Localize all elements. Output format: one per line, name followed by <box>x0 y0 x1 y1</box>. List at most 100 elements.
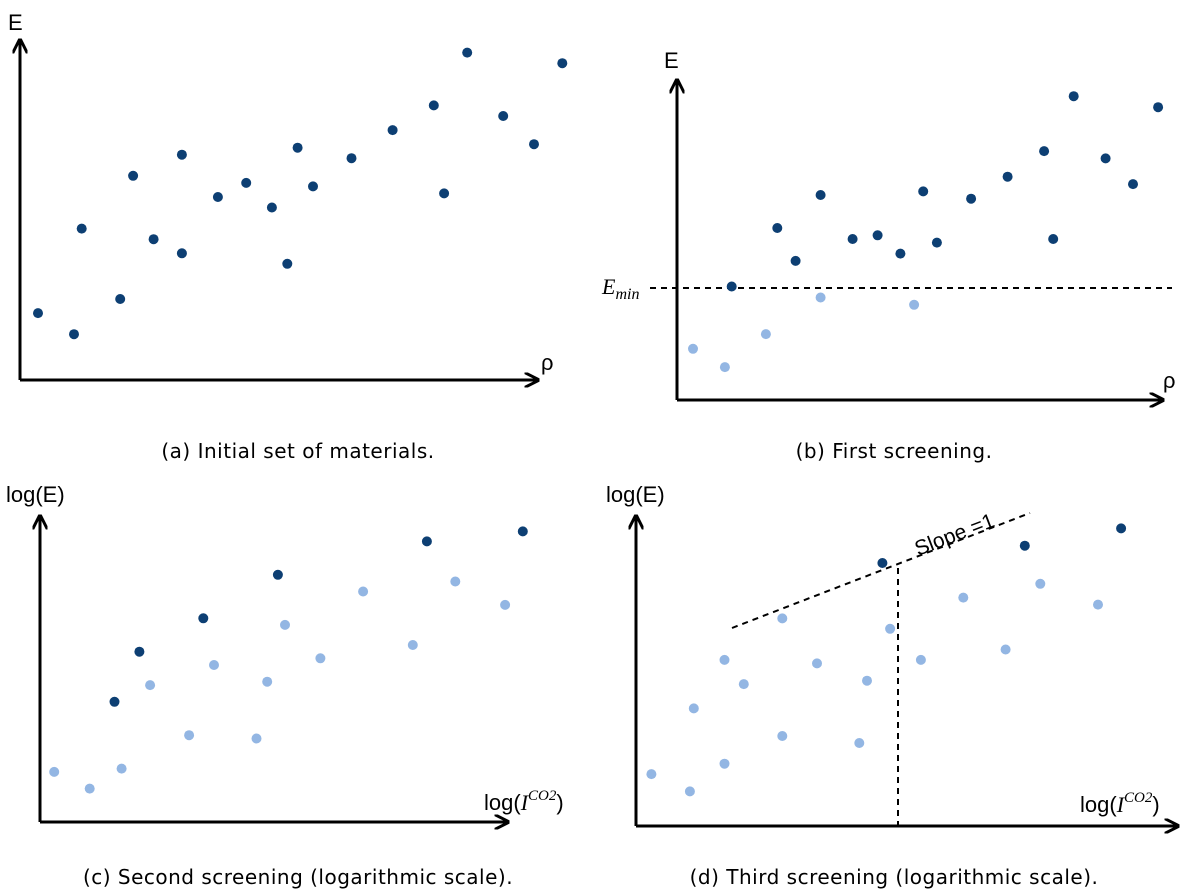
panel-a: E ρ (a) Initial set of materials. <box>8 10 568 463</box>
panel-b-point-10 <box>872 230 883 241</box>
panel-b-point-11 <box>918 186 929 197</box>
panel-b-point-14 <box>895 248 906 259</box>
panel-b-point-18 <box>1048 234 1059 244</box>
panel-b-point-8 <box>815 292 826 303</box>
panel-a-point-9 <box>212 192 223 202</box>
panel-d-point-18 <box>1035 578 1046 589</box>
panel-c-point-15 <box>358 586 369 597</box>
panel-d-point-14 <box>915 654 926 665</box>
panel-d-y-label: log(E) <box>606 482 665 507</box>
panel-c-point-4 <box>116 763 127 774</box>
panel-d-point-1 <box>646 769 657 780</box>
panel-a-point-11 <box>292 142 303 153</box>
panel-b-points <box>688 91 1164 373</box>
panel-d-slope-annotation: Slope =1 <box>912 509 998 560</box>
panel-a-point-5 <box>128 170 139 181</box>
panel-d-point-19 <box>1093 599 1103 610</box>
panel-c: log(E) log(ICO2) (c) Second screening (l… <box>6 482 564 889</box>
panel-b-point-9 <box>847 234 858 244</box>
panel-a-points <box>33 47 568 340</box>
panel-a-point-3 <box>115 294 126 304</box>
panel-d-slope-line <box>731 512 1031 629</box>
panel-a-point-12 <box>308 181 318 192</box>
panel-b-point-13 <box>966 193 977 204</box>
panel-d-point-13 <box>885 623 896 634</box>
panel-d-point-7 <box>777 731 788 741</box>
panel-c-point-5 <box>134 646 145 657</box>
panel-a-point-6 <box>148 234 159 245</box>
panel-c-point-12 <box>272 569 283 580</box>
panel-c-point-17 <box>421 536 432 547</box>
panel-c-point-16 <box>407 640 418 650</box>
panel-d-points <box>646 523 1127 797</box>
panel-d-point-9 <box>812 658 822 669</box>
panel-d-point-3 <box>688 703 699 714</box>
panel-a-point-10 <box>241 177 252 188</box>
panel-d-point-12 <box>877 558 888 568</box>
panel-a-point-8 <box>176 248 187 259</box>
panel-b-point-6 <box>790 255 801 266</box>
panel-a-point-14 <box>266 202 277 213</box>
panel-a-point-13 <box>346 153 357 164</box>
panel-a-point-1 <box>33 308 43 319</box>
panel-b-y-label: E <box>664 48 679 73</box>
panel-d-point-10 <box>854 738 865 748</box>
panel-b-point-19 <box>1068 91 1079 102</box>
panel-b-caption: (b) First screening. <box>796 439 993 463</box>
panel-b-point-1 <box>688 343 698 354</box>
panel-a-point-2 <box>69 329 79 340</box>
panel-c-points <box>49 526 528 794</box>
panel-b-point-16 <box>1002 171 1013 182</box>
panel-b-point-2 <box>719 362 730 373</box>
panel-a-point-17 <box>428 100 439 111</box>
panel-a-y-label: E <box>8 10 23 35</box>
panel-b-point-20 <box>1100 153 1111 164</box>
panel-b-point-4 <box>726 281 737 292</box>
panel-c-point-8 <box>198 613 209 624</box>
panel-c-caption: (c) Second screening (logarithmic scale)… <box>83 865 513 889</box>
panel-c-point-14 <box>315 653 326 664</box>
panel-a-point-21 <box>529 139 539 150</box>
panel-c-point-19 <box>500 599 511 610</box>
panel-a-point-19 <box>462 47 473 58</box>
panel-c-x-label: log(ICO2) <box>484 788 564 815</box>
panel-b-point-5 <box>772 223 783 233</box>
panel-c-point-1 <box>49 766 60 777</box>
panel-a-point-16 <box>387 125 398 136</box>
panel-d-point-20 <box>1116 523 1127 534</box>
panel-d-x-label: log(ICO2) <box>1080 790 1160 817</box>
panel-a-point-4 <box>76 223 87 234</box>
panel-d-point-2 <box>684 786 695 797</box>
panel-b-point-3 <box>760 329 771 340</box>
panel-a-caption: (a) Initial set of materials. <box>161 439 434 463</box>
panel-b-point-17 <box>1039 146 1050 157</box>
panel-a-x-label: ρ <box>541 350 554 375</box>
panel-d-point-8 <box>777 613 788 624</box>
panel-d-point-6 <box>738 679 749 690</box>
panel-b-point-15 <box>909 299 920 310</box>
panel-d-caption: (d) Third screening (logarithmic scale). <box>690 865 1099 889</box>
panel-b-point-22 <box>1153 102 1164 113</box>
panel-c-point-18 <box>450 576 461 587</box>
panel-d-point-16 <box>1000 644 1011 655</box>
panel-c-point-6 <box>145 680 156 691</box>
panel-b-threshold-label: Emin <box>601 274 639 303</box>
panel-d: log(E) log(ICO2) Slope =1 (d) Third scre… <box>606 482 1178 889</box>
panel-a-point-20 <box>498 111 509 121</box>
panel-d-point-4 <box>719 758 730 769</box>
panel-c-point-20 <box>517 526 528 537</box>
panel-a-point-15 <box>282 258 293 269</box>
panel-c-point-13 <box>280 619 290 630</box>
panel-c-point-3 <box>109 696 120 707</box>
panel-c-point-2 <box>84 783 95 794</box>
panel-c-point-7 <box>184 730 195 741</box>
panel-a-point-7 <box>176 149 187 160</box>
panel-b-point-12 <box>931 237 942 248</box>
panel-c-point-9 <box>209 660 219 670</box>
panel-d-point-11 <box>862 675 872 686</box>
panel-a-point-22 <box>557 58 568 69</box>
panel-b-x-label: ρ <box>1163 368 1176 393</box>
panel-b-point-21 <box>1128 179 1138 190</box>
panel-d-point-5 <box>719 654 730 665</box>
